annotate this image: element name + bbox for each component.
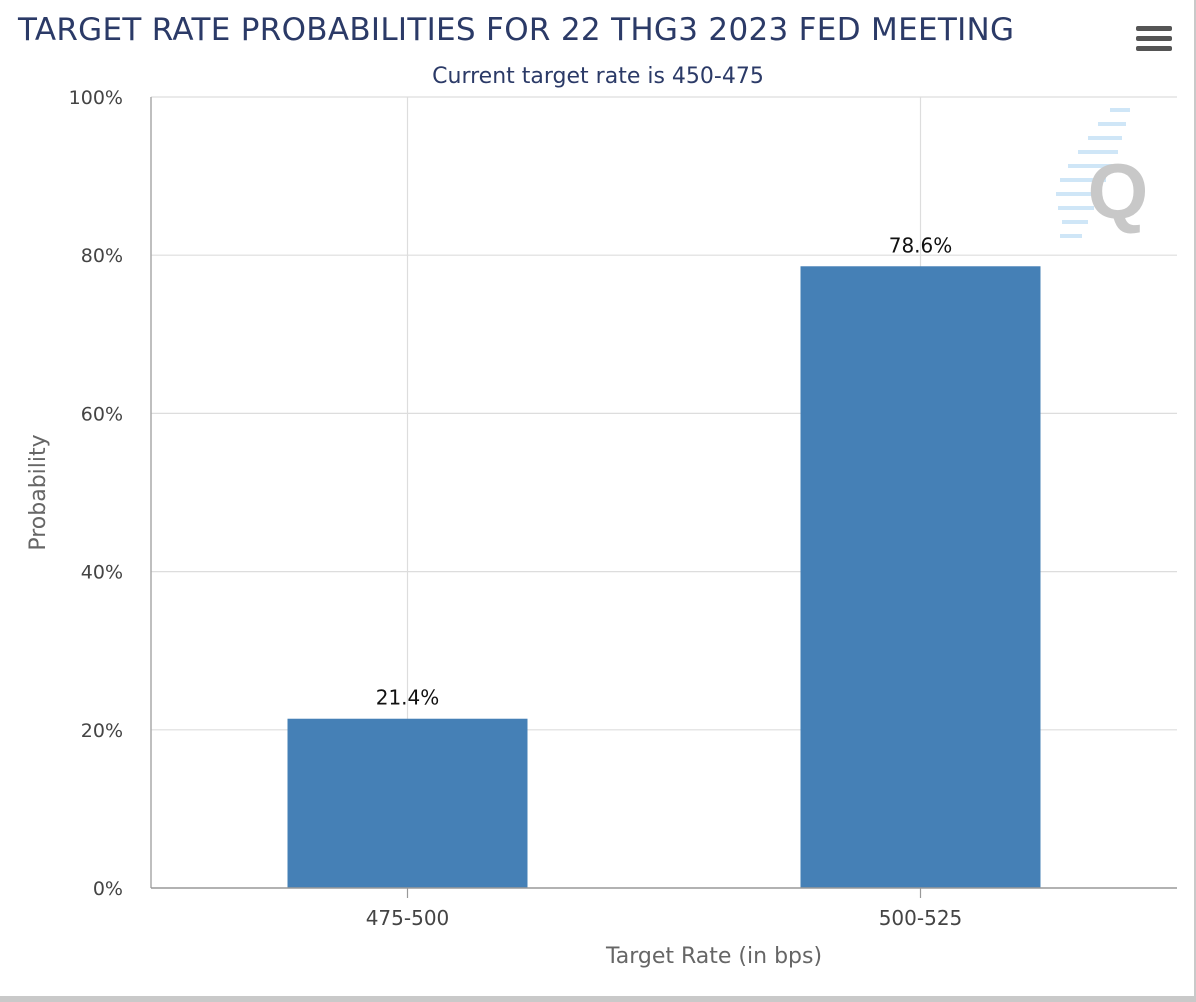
data-labels: 21.4% 78.6% [376, 233, 953, 709]
menu-line [1136, 46, 1172, 51]
y-tick-label: 0% [93, 878, 123, 900]
x-axis-ticks: 475-500 500-525 [366, 888, 963, 930]
watermark-letter: Q [1088, 147, 1149, 235]
y-tick-label: 40% [81, 562, 123, 584]
q-logo-icon: Q [1056, 108, 1149, 238]
y-tick-label: 60% [81, 403, 123, 425]
menu-line [1136, 26, 1172, 31]
y-axis-title: Probability [26, 434, 51, 550]
x-axis-title: Target Rate (in bps) [605, 944, 822, 969]
y-tick-label: 80% [81, 245, 123, 267]
hamburger-menu-icon[interactable] [1136, 26, 1172, 56]
x-tick-label: 500-525 [879, 906, 963, 930]
menu-line [1136, 36, 1172, 41]
data-label: 78.6% [889, 233, 953, 257]
data-label: 21.4% [376, 686, 440, 710]
chart-subtitle: Current target rate is 450-475 [432, 64, 764, 89]
y-tick-label: 100% [69, 87, 123, 109]
bars [287, 266, 1041, 888]
x-tick-label: 475-500 [366, 906, 450, 930]
bar-500-525[interactable] [800, 266, 1041, 888]
y-tick-label: 20% [81, 720, 123, 742]
bar-475-500[interactable] [287, 718, 528, 888]
chart-title: TARGET RATE PROBABILITIES FOR 22 THG3 20… [18, 12, 1015, 48]
y-axis-ticks: 0% 20% 40% 60% 80% 100% [69, 87, 123, 900]
